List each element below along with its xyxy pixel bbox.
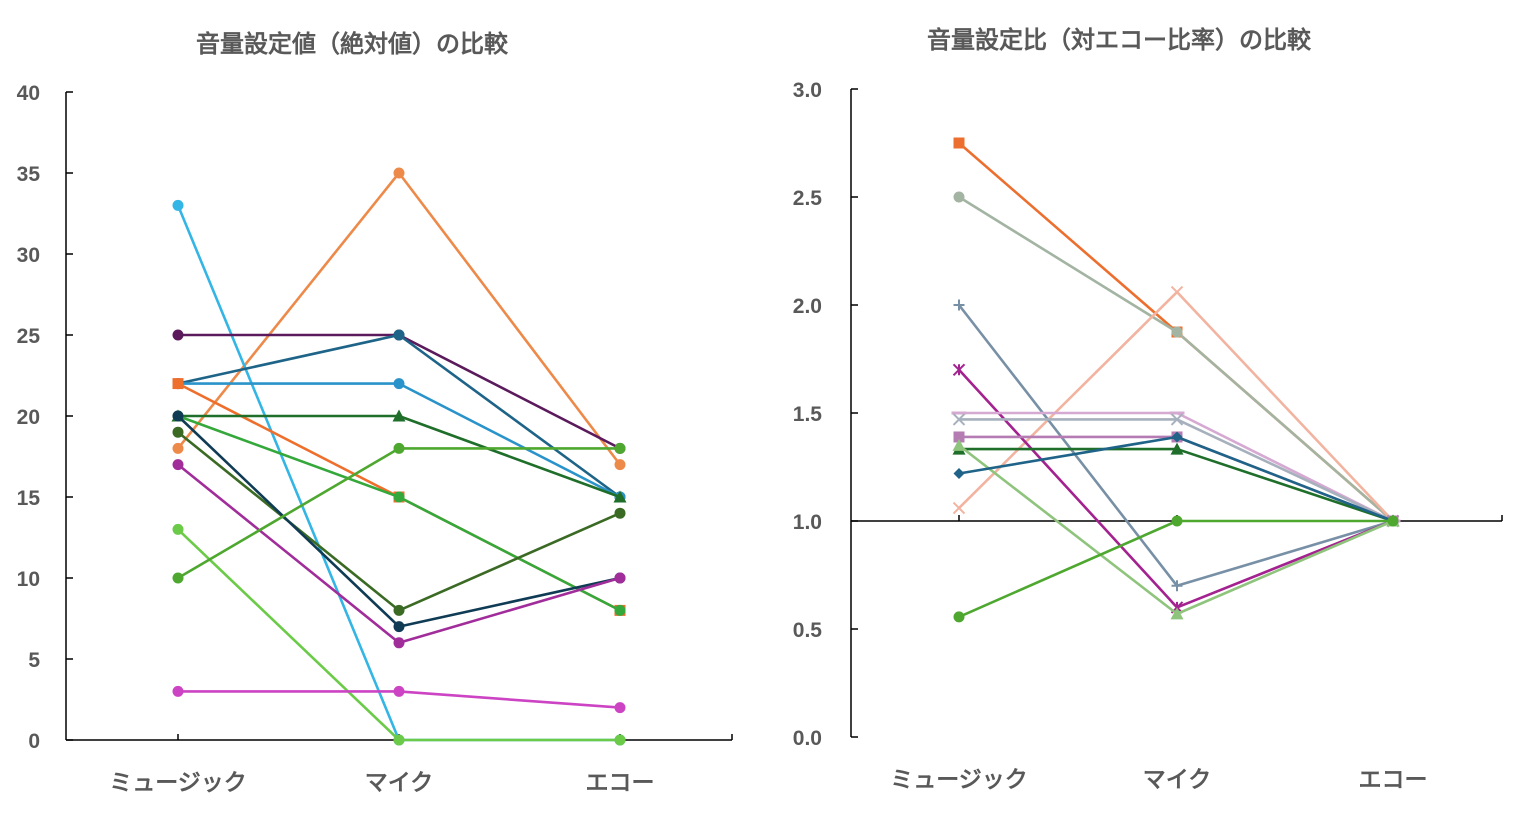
abs-data-point-s9 [172,426,184,438]
abs-category-label: マイク [365,770,434,796]
abs-data-point-s11 [614,572,626,584]
abs-data-point-s1 [172,442,184,454]
ratio-series-line-r2 [958,195,1394,522]
ratio-data-point-r10 [1170,607,1184,620]
ratio-y-tick-label: 2.5 [793,187,823,210]
abs-series-line-s12 [177,528,620,742]
abs-data-point-s13 [614,442,626,454]
ratio-y-tick-label: 2.0 [793,295,822,318]
ratio-data-point-r3 [952,501,966,515]
ratio-series-line-r6 [959,411,1394,523]
abs-data-point-s14 [393,685,405,697]
ratio-y-tick-label: 0.0 [793,727,822,750]
ratio-data-point-r1 [953,137,965,149]
ratio-data-point-r2 [1171,326,1183,338]
ratio-data-point-r12 [1387,515,1399,527]
ratio-data-point-r8 [953,431,965,443]
abs-data-point-s13 [172,572,184,584]
abs-data-point-s14 [614,702,626,714]
abs-data-point-s2 [172,199,184,211]
ratio-series-line-r9 [959,447,1394,523]
abs-data-point-s1 [614,459,626,471]
abs-y-tick-label: 10 [17,568,40,591]
abs-series-line-s9 [177,431,621,612]
abs-data-point-s11 [393,637,405,649]
ratio-data-point-r3 [1170,285,1184,299]
abs-data-point-s13 [393,442,405,454]
ratio-data-point-r12 [953,611,965,623]
ratio-category-label: エコー [1359,767,1428,793]
right-chart-title: 音量設定比（対エコー比率）の比較 [927,26,1311,54]
ratio-y-tick-label: 3.0 [793,79,822,102]
ratio-data-point-r9 [1170,442,1184,455]
abs-y-tick-label: 5 [28,649,40,672]
ratio-data-point-r4 [953,299,965,311]
abs-data-point-s9 [393,604,405,616]
abs-y-tick-label: 30 [17,244,40,267]
abs-y-tick-label: 35 [17,163,41,186]
ratio-category-label: ミュージック [890,767,1028,793]
abs-data-point-s5 [393,378,405,390]
abs-data-point-s10 [172,410,184,422]
abs-data-point-s6 [172,378,184,390]
abs-data-point-s12 [614,734,626,746]
ratio-data-point-r7 [1170,413,1184,426]
abs-data-point-s11 [172,459,184,471]
ratio-data-point-r2 [953,191,965,203]
abs-data-point-s8 [614,604,626,616]
ratio-series-line-r3 [958,290,1394,522]
abs-data-point-s7 [392,409,406,422]
abs-data-point-s7 [613,490,627,503]
abs-data-point-s3 [172,329,184,341]
ratio-data-point-r5 [952,363,966,377]
ratio-data-point-r10 [952,438,966,451]
ratio-category-label: マイク [1143,767,1212,793]
abs-category-label: エコー [586,770,655,796]
abs-data-point-s14 [172,685,184,697]
abs-data-point-s8 [393,491,405,503]
abs-data-point-s9 [614,507,626,519]
abs-category-label: ミュージック [109,770,247,796]
abs-y-tick-label: 0 [28,730,40,753]
abs-data-point-s4 [393,329,405,341]
ratio-y-tick-label: 1.5 [793,403,823,426]
abs-series-line-s11 [177,463,621,645]
abs-data-point-s12 [172,523,184,535]
abs-data-point-s12 [393,734,405,746]
abs-y-tick-label: 20 [17,406,40,429]
abs-data-point-s10 [393,621,405,633]
ratio-data-point-r11 [1171,431,1183,443]
ratio-data-point-r4 [1171,580,1183,592]
abs-y-tick-label: 15 [17,487,41,510]
abs-y-tick-label: 40 [17,82,40,105]
ratio-data-point-r11 [953,467,965,479]
ratio-y-tick-label: 1.0 [793,511,822,534]
abs-data-point-s1 [393,167,405,179]
abs-y-tick-label: 25 [17,325,41,348]
abs-series-line-s3 [178,333,621,450]
ratio-data-point-r12 [1171,515,1183,527]
ratio-data-point-r7 [952,413,966,426]
ratio-y-tick-label: 0.5 [793,619,823,642]
abs-series-line-s13 [177,447,620,580]
left-chart-title: 音量設定値（絶対値）の比較 [196,30,508,58]
